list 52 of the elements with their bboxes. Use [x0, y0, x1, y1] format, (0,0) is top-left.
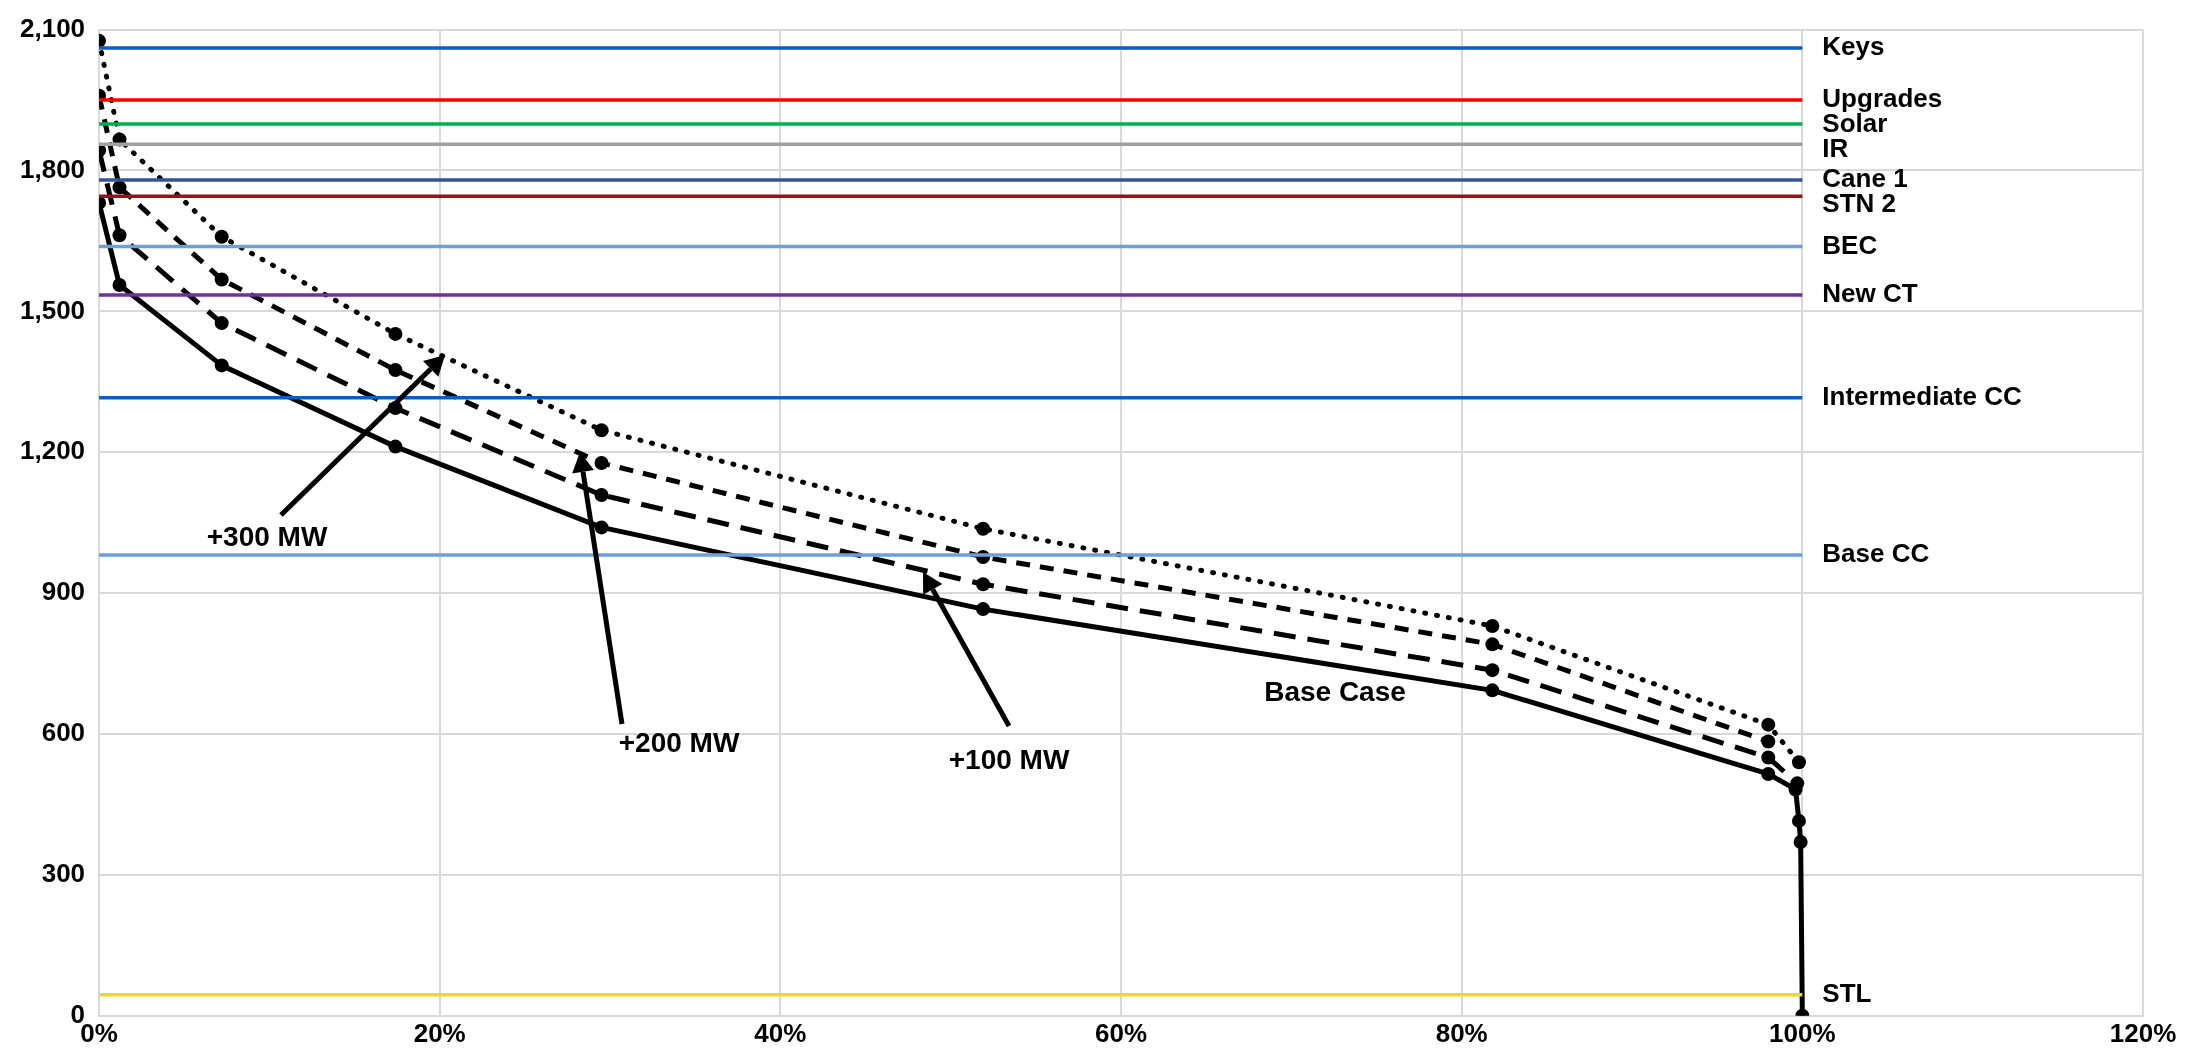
point: [214, 316, 229, 331]
x-tick-label: 100%: [1769, 1017, 1836, 1048]
point: [214, 272, 229, 287]
x-tick-label: 40%: [754, 1017, 807, 1048]
point: [1791, 813, 1806, 828]
point: [1761, 766, 1776, 781]
point: [388, 363, 403, 378]
point: [976, 602, 991, 617]
point: [976, 577, 991, 592]
point: [976, 521, 991, 536]
ref-line-label: BEC: [1822, 229, 1878, 260]
point: [112, 228, 127, 243]
x-tick-label: 20%: [413, 1017, 466, 1048]
point: [112, 278, 127, 293]
point: [112, 180, 127, 195]
point: [214, 229, 229, 244]
point: [1485, 683, 1500, 698]
point: [214, 358, 229, 373]
point: [1761, 734, 1776, 749]
annotation: +200 MW: [618, 726, 740, 758]
ref-line-label: STL: [1822, 977, 1872, 1008]
ref-line-label: Keys: [1822, 31, 1885, 62]
point: [594, 456, 609, 471]
ref-line-label: Base CC: [1822, 538, 1930, 569]
annotation: +300 MW: [206, 520, 328, 552]
y-tick-label: 300: [41, 858, 86, 889]
point: [388, 326, 403, 341]
y-tick-label: 900: [41, 576, 86, 607]
annotation: Base Case: [1264, 675, 1406, 707]
point: [1793, 835, 1808, 850]
y-tick-label: 2,100: [19, 12, 86, 43]
y-tick-label: 1,200: [19, 435, 86, 466]
ref-line-label: IR: [1822, 133, 1849, 164]
ref-line-label: New CT: [1822, 278, 1918, 309]
annotation: +100 MW: [948, 743, 1070, 775]
point: [1485, 663, 1500, 678]
point: [1761, 750, 1776, 765]
point: [1761, 717, 1776, 732]
point: [594, 520, 609, 535]
point: [388, 439, 403, 454]
y-tick-label: 600: [41, 717, 86, 748]
point: [594, 423, 609, 438]
ref-line-label: Intermediate CC: [1822, 380, 2022, 411]
x-tick-label: 80%: [1435, 1017, 1488, 1048]
point: [1485, 637, 1500, 652]
x-tick-label: 120%: [2109, 1017, 2177, 1048]
x-tick-label: 60%: [1095, 1017, 1148, 1048]
y-tick-label: 1,800: [19, 153, 86, 184]
point: [594, 487, 609, 502]
point: [1791, 755, 1806, 770]
point: [1485, 619, 1500, 634]
y-tick-label: 1,500: [19, 294, 86, 325]
